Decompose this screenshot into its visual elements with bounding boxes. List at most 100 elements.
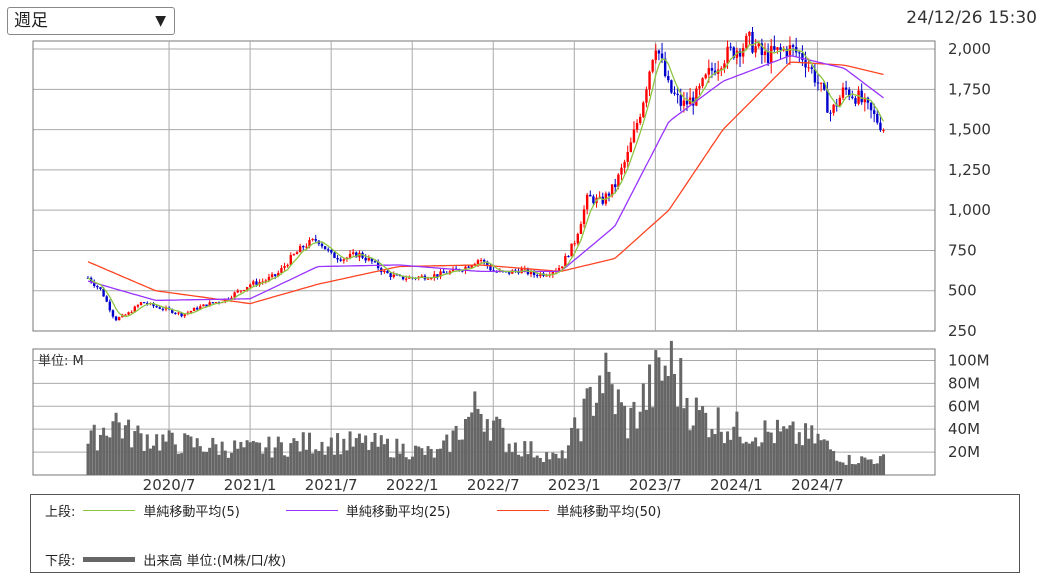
price-tick-label: 1,500	[948, 121, 991, 139]
volume-bar	[242, 447, 246, 475]
candle-body	[405, 278, 408, 280]
candle-body	[782, 49, 785, 51]
candle-body	[195, 307, 199, 310]
candle-body	[838, 97, 842, 107]
volume-bar	[404, 457, 408, 475]
volume-bar	[601, 393, 605, 475]
candle-body	[667, 76, 670, 81]
volume-bar	[286, 456, 290, 475]
candle-body	[751, 31, 754, 53]
volume-bar	[722, 443, 726, 475]
volume-bar	[591, 415, 595, 475]
candle-body	[495, 271, 498, 273]
candle-body	[860, 90, 863, 103]
legend-lower-label: 下段:	[45, 553, 76, 569]
volume-bar	[236, 448, 240, 475]
volume-bar	[676, 406, 680, 475]
volume-bar	[541, 462, 545, 475]
candle-body	[273, 274, 277, 276]
candle-body	[142, 302, 146, 304]
volume-bar	[847, 454, 851, 475]
volume-bar	[719, 431, 723, 475]
volume-bar	[641, 383, 645, 475]
volume-bar	[367, 449, 371, 475]
volume-bar	[127, 419, 131, 475]
candle-body	[626, 152, 629, 162]
volume-bar	[376, 446, 380, 475]
candle-body	[283, 266, 286, 268]
volume-tick-label: 80M	[948, 374, 980, 392]
volume-bar	[838, 461, 842, 475]
volume-bar	[454, 425, 458, 475]
volume-bar	[279, 442, 283, 475]
volume-bar	[192, 447, 196, 475]
candle-body	[851, 96, 854, 99]
x-tick-label: 2021/1	[224, 476, 277, 494]
volume-bar	[445, 434, 449, 475]
candle-body	[442, 271, 445, 274]
candle-body	[401, 275, 405, 280]
price-panel-frame	[32, 40, 936, 332]
candle-body	[532, 271, 536, 276]
volume-bar	[382, 444, 386, 475]
candle-body	[507, 271, 511, 274]
candle-body	[695, 88, 698, 106]
candle-body	[467, 266, 470, 268]
candle-body	[249, 284, 252, 288]
volume-bar	[707, 437, 711, 475]
candle-body	[832, 104, 835, 113]
volume-bar	[501, 427, 505, 475]
candle-body	[370, 258, 374, 262]
volume-bar	[226, 457, 230, 475]
candle-body	[355, 252, 358, 258]
chevron-down-icon: ▼	[155, 13, 166, 29]
candle-body	[373, 261, 377, 263]
candle-body	[760, 43, 764, 56]
volume-bar	[691, 425, 695, 475]
candle-body	[426, 278, 430, 280]
price-tick-label: 1,000	[948, 201, 991, 219]
price-tick-label: 1,750	[948, 80, 991, 98]
candle-body	[286, 264, 289, 267]
volume-bar	[451, 430, 455, 475]
volume-bar	[155, 434, 159, 475]
volume-bar	[145, 434, 149, 475]
candle-body	[573, 243, 576, 245]
candle-body	[489, 265, 492, 271]
volume-bar	[195, 438, 199, 475]
candle-body	[592, 196, 595, 204]
legend-label-ma25: 単純移動平均(25)	[345, 504, 451, 520]
volume-bar	[123, 425, 127, 475]
candle-body	[620, 167, 623, 175]
period-select[interactable]: 週足 ▼	[7, 7, 175, 35]
volume-bar	[757, 446, 761, 475]
candle-body	[364, 257, 367, 261]
candle-body	[161, 308, 165, 310]
candle-body	[305, 246, 308, 248]
candle-body	[308, 239, 311, 247]
volume-bar	[853, 464, 857, 475]
volume-bar	[766, 431, 770, 475]
candle-body	[673, 92, 676, 94]
volume-bar	[782, 426, 786, 475]
volume-tick-label: 100M	[948, 351, 990, 369]
volume-bar	[298, 451, 302, 475]
candle-body	[102, 288, 105, 297]
volume-bar	[632, 401, 636, 475]
candle-body	[710, 68, 714, 71]
volume-bar	[754, 437, 758, 475]
candle-body	[436, 274, 439, 277]
volume-bar	[673, 373, 677, 475]
volume-bar	[710, 429, 714, 475]
candle-body	[205, 304, 208, 307]
volume-bar	[563, 458, 567, 475]
candle-body	[670, 80, 673, 93]
candle-body	[570, 243, 573, 257]
candle-body	[155, 306, 158, 308]
volume-bar	[114, 412, 118, 475]
candle-body	[292, 254, 296, 256]
legend-lower-row: 下段: 出来高 単位:(M株/口/枚)	[45, 550, 324, 569]
volume-bar	[726, 431, 730, 475]
volume-bar	[392, 457, 396, 475]
volume-bar	[379, 435, 383, 475]
